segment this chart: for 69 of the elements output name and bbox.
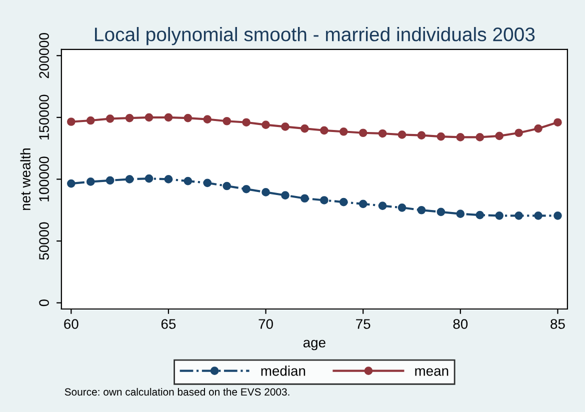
point — [222, 182, 232, 190]
point — [144, 113, 154, 122]
point — [66, 179, 76, 188]
point — [184, 176, 192, 186]
x-axis-title: age — [303, 340, 326, 350]
point — [534, 124, 542, 133]
point — [262, 188, 270, 196]
point — [281, 191, 290, 200]
point — [242, 184, 250, 194]
y-axis-title: net wealth — [20, 148, 30, 210]
point — [436, 208, 446, 216]
point — [144, 174, 154, 183]
point — [106, 176, 114, 185]
point — [495, 212, 504, 220]
x-tick-label: 85 — [550, 319, 565, 329]
point — [203, 115, 212, 124]
y-tick-label: 150000 — [39, 94, 49, 140]
point — [417, 206, 426, 214]
point — [300, 124, 309, 133]
point — [476, 133, 484, 142]
y-tick-label: 100000 — [39, 156, 49, 202]
legend-label: mean — [415, 368, 448, 376]
x-tick-label: 70 — [258, 319, 273, 329]
point — [358, 200, 368, 208]
point — [262, 120, 270, 130]
point — [281, 122, 290, 131]
point — [495, 132, 504, 140]
point — [300, 194, 309, 203]
y-tick-label: 0 — [39, 300, 49, 306]
point — [86, 178, 95, 186]
point — [398, 130, 406, 139]
point — [514, 212, 523, 220]
point — [164, 113, 173, 122]
point — [554, 212, 562, 220]
point — [106, 114, 114, 123]
x-tick-label: 80 — [453, 319, 468, 329]
point — [125, 114, 134, 122]
x-tick-label: 65 — [161, 319, 176, 329]
point — [417, 131, 426, 140]
chart-title: Local polynomial smooth - married individuals 2003 — [95, 27, 535, 46]
point — [358, 128, 368, 138]
source-note: Source: own calculation based on the EVS 2003. — [64, 388, 290, 396]
point — [320, 126, 328, 135]
point — [242, 118, 250, 127]
point — [339, 127, 348, 136]
point — [456, 210, 465, 218]
point — [66, 118, 76, 126]
point — [378, 202, 387, 210]
point — [86, 116, 95, 125]
point — [222, 116, 232, 126]
point — [320, 196, 328, 204]
point — [203, 178, 212, 188]
point — [398, 203, 406, 212]
point — [476, 210, 484, 220]
point — [378, 129, 387, 138]
x-tick-label: 75 — [356, 319, 370, 329]
point — [554, 118, 562, 127]
point — [339, 198, 348, 206]
y-tick-label: 50000 — [39, 222, 49, 260]
point — [164, 175, 173, 184]
point — [514, 128, 523, 138]
x-tick-label: 60 — [64, 319, 78, 329]
point — [125, 175, 134, 184]
legend-label: median — [261, 366, 306, 376]
point — [456, 133, 465, 142]
point — [436, 132, 446, 141]
y-tick-label: 200000 — [39, 32, 49, 78]
point — [534, 212, 542, 220]
point — [184, 114, 192, 122]
